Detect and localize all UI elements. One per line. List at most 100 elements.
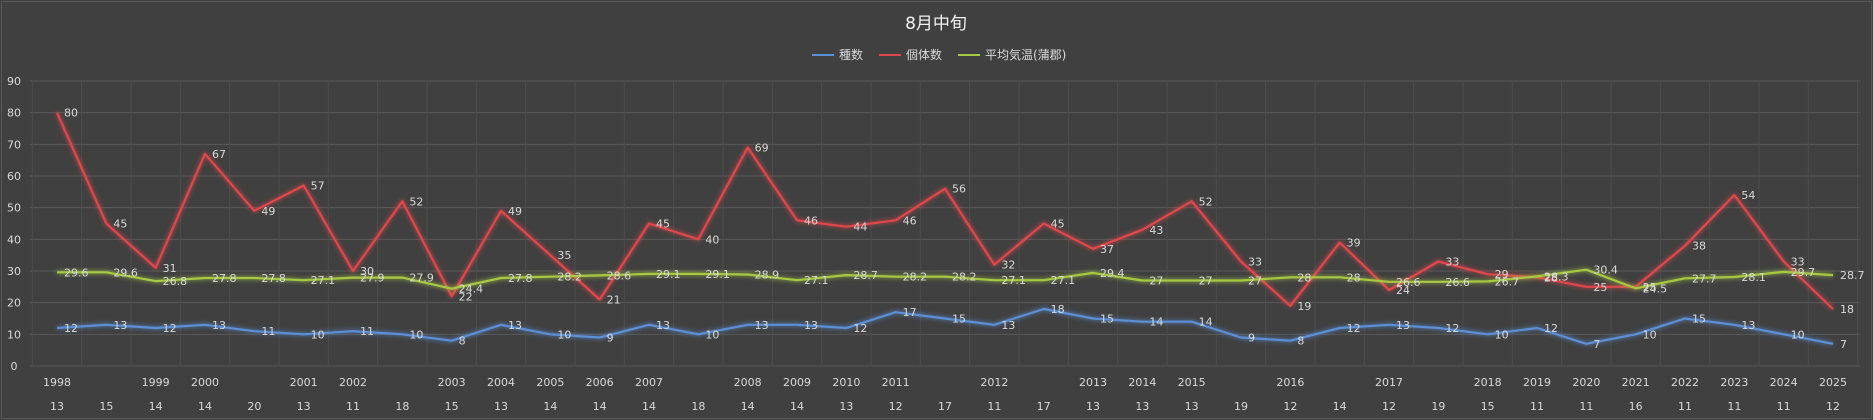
- x-tick-day: 14: [1333, 400, 1347, 413]
- data-label-s2: 28.7: [1840, 269, 1865, 282]
- data-label-s2: 28.1: [1741, 271, 1766, 284]
- data-label-s1: 80: [64, 107, 78, 120]
- x-tick-year: 2008: [734, 376, 762, 389]
- x-tick-day: 12: [1283, 400, 1297, 413]
- x-tick-year: 2006: [586, 376, 614, 389]
- x-tick-year: 2023: [1720, 376, 1748, 389]
- data-label-s0: 13: [755, 319, 769, 332]
- data-label-s1: 46: [903, 214, 917, 227]
- data-label-s1: 38: [1692, 240, 1706, 253]
- x-tick-day: 11: [1579, 400, 1593, 413]
- data-label-s2: 27.8: [508, 272, 533, 285]
- x-tick-year: 2022: [1671, 376, 1699, 389]
- x-tick-year: 2015: [1178, 376, 1206, 389]
- data-label-s2: 28.2: [557, 271, 582, 284]
- data-label-s2: 27: [1199, 275, 1213, 288]
- data-label-s0: 13: [1396, 319, 1410, 332]
- data-label-s0: 7: [1840, 338, 1847, 351]
- data-label-s1: 40: [705, 233, 719, 246]
- x-tick-year: 2010: [832, 376, 860, 389]
- legend-label-1: 個体数: [906, 47, 942, 62]
- data-label-s2: 26.6: [1396, 276, 1421, 289]
- data-label-s2: 26.7: [1495, 275, 1520, 288]
- x-tick-day: 19: [1431, 400, 1445, 413]
- data-label-s2: 27.1: [1051, 274, 1076, 287]
- x-tick-year: 2003: [438, 376, 466, 389]
- y-tick-label: 20: [7, 297, 21, 310]
- x-tick-year: 2000: [191, 376, 219, 389]
- data-label-s2: 30.4: [1593, 264, 1618, 277]
- x-tick-day: 17: [938, 400, 952, 413]
- x-tick-day: 20: [247, 400, 261, 413]
- data-label-s0: 12: [64, 322, 78, 335]
- data-label-s2: 29.7: [1791, 266, 1816, 279]
- x-tick-year: 2018: [1474, 376, 1502, 389]
- x-axis-day-labels: 13 15 14 14 20 13 11 18 15 13 14 14 14 18 14 14 13 12 17 11…: [50, 400, 1840, 413]
- data-label-s2: 27.1: [1001, 274, 1025, 287]
- data-label-s1: 54: [1741, 189, 1755, 202]
- data-label-s0: 10: [1643, 328, 1657, 341]
- x-tick-day: 15: [1481, 400, 1495, 413]
- data-label-s2: 28.7: [853, 269, 878, 282]
- x-tick-year: 2004: [487, 376, 515, 389]
- y-tick-label: 40: [7, 233, 21, 246]
- x-tick-day: 14: [642, 400, 656, 413]
- x-tick-day: 12: [1826, 400, 1840, 413]
- x-tick-day: 13: [494, 400, 508, 413]
- x-tick-year: 2013: [1079, 376, 1107, 389]
- data-label-s2: 27.7: [1692, 272, 1717, 285]
- x-tick-year: 2016: [1276, 376, 1304, 389]
- legend: 種数 個体数 平均気温(蒲郡): [812, 47, 1066, 62]
- data-label-s1: 45: [656, 218, 670, 231]
- y-tick-label: 60: [7, 170, 21, 183]
- x-tick-day: 13: [50, 400, 64, 413]
- x-tick-day: 11: [1530, 400, 1544, 413]
- series-line-0: [56, 307, 1834, 345]
- data-label-s1: 33: [1791, 256, 1805, 269]
- data-label-s1: 30: [360, 265, 374, 278]
- data-label-s1: 52: [1199, 195, 1213, 208]
- data-label-s0: 13: [656, 319, 670, 332]
- data-label-s0: 12: [1544, 322, 1558, 335]
- data-label-s0: 12: [1347, 322, 1361, 335]
- data-label-s0: 12: [163, 322, 177, 335]
- data-label-s0: 13: [113, 319, 127, 332]
- y-axis: 0 10 20 30 40 50 60 70 80 90: [7, 75, 21, 373]
- x-tick-day: 13: [1086, 400, 1100, 413]
- data-label-s2: 27.8: [261, 272, 286, 285]
- x-tick-day: 17: [1037, 400, 1051, 413]
- x-tick-year: 2014: [1128, 376, 1156, 389]
- y-tick-label: 90: [7, 75, 21, 88]
- data-label-s2: 28.9: [755, 268, 780, 281]
- x-tick-year: 2025: [1819, 376, 1847, 389]
- data-label-s0: 14: [1199, 316, 1213, 329]
- data-label-s1: 18: [1840, 303, 1854, 316]
- data-label-s0: 18: [1051, 303, 1065, 316]
- x-tick-day: 14: [149, 400, 163, 413]
- data-label-s2: 29.1: [705, 268, 730, 281]
- x-axis-year-labels: 1998 1999 2000 2001 2002 2003 2004 2005 2006 2007…: [43, 376, 1847, 389]
- data-label-s0: 13: [804, 319, 818, 332]
- x-tick-year: 2009: [783, 376, 811, 389]
- data-label-s2: 27: [1149, 275, 1163, 288]
- data-label-s1: 39: [1347, 237, 1361, 250]
- data-label-s1: 52: [409, 195, 423, 208]
- data-label-s2: 26.8: [163, 275, 188, 288]
- data-label-s1: 44: [853, 221, 867, 234]
- data-label-s0: 13: [212, 319, 226, 332]
- x-tick-day: 14: [198, 400, 212, 413]
- data-label-s0: 12: [853, 322, 867, 335]
- data-label-s2: 24.5: [1643, 282, 1668, 295]
- data-label-s0: 8: [1297, 335, 1304, 348]
- data-label-s1: 46: [804, 214, 818, 227]
- data-label-s1: 45: [1051, 218, 1065, 231]
- x-tick-year: 2007: [635, 376, 663, 389]
- data-label-s0: 14: [1149, 316, 1163, 329]
- data-label-s1: 32: [1001, 259, 1015, 272]
- x-tick-day: 11: [1777, 400, 1791, 413]
- data-label-s2: 27.9: [409, 272, 434, 285]
- data-label-s0: 11: [261, 325, 275, 338]
- data-label-s0: 13: [1001, 319, 1015, 332]
- x-tick-day: 18: [691, 400, 705, 413]
- data-label-s0: 17: [903, 306, 917, 319]
